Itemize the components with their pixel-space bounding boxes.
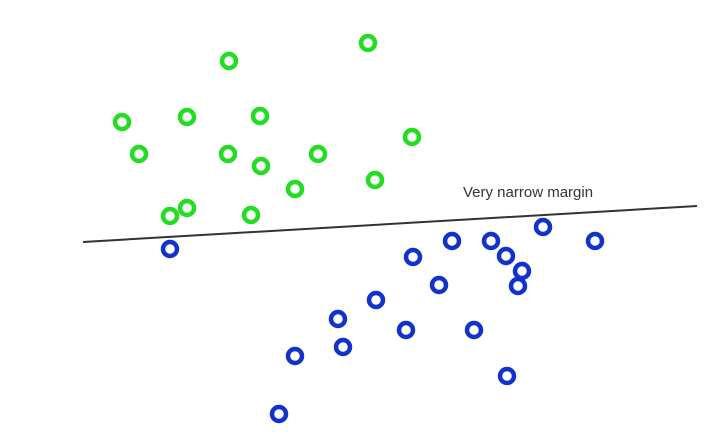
class-a-point-6 (129, 144, 149, 164)
class-a-point-1 (358, 33, 378, 53)
class-b-point-14 (464, 320, 484, 340)
class-b-point-15 (333, 337, 353, 357)
class-b-point-10 (429, 275, 449, 295)
class-a-point-2 (219, 51, 239, 71)
class-b-point-13 (396, 320, 416, 340)
decision-boundary-line (82, 205, 698, 243)
class-b-point-12 (328, 309, 348, 329)
class-a-point-9 (308, 144, 328, 164)
class-b-point-4 (442, 231, 462, 251)
class-b-point-2 (533, 217, 553, 237)
class-b-point-5 (481, 231, 501, 251)
class-b-point-1 (160, 239, 180, 259)
class-a-point-10 (402, 127, 422, 147)
class-b-point-17 (497, 366, 517, 386)
class-a-point-5 (250, 106, 270, 126)
class-b-point-8 (512, 261, 532, 281)
class-a-point-12 (365, 170, 385, 190)
class-b-point-18 (269, 404, 289, 424)
class-b-point-6 (496, 246, 516, 266)
class-a-point-15 (241, 205, 261, 225)
class-b-points (160, 217, 605, 424)
class-a-point-8 (251, 156, 271, 176)
class-b-point-3 (585, 231, 605, 251)
class-b-point-16 (285, 346, 305, 366)
class-b-point-7 (403, 247, 423, 267)
margin-annotation: Very narrow margin (463, 184, 593, 201)
class-a-point-13 (160, 206, 180, 226)
class-a-point-4 (177, 107, 197, 127)
class-b-point-9 (508, 276, 528, 296)
class-b-point-11 (366, 290, 386, 310)
class-a-point-14 (177, 198, 197, 218)
class-a-point-3 (112, 112, 132, 132)
class-a-point-7 (218, 144, 238, 164)
class-a-point-11 (285, 179, 305, 199)
class-a-points (112, 33, 422, 226)
